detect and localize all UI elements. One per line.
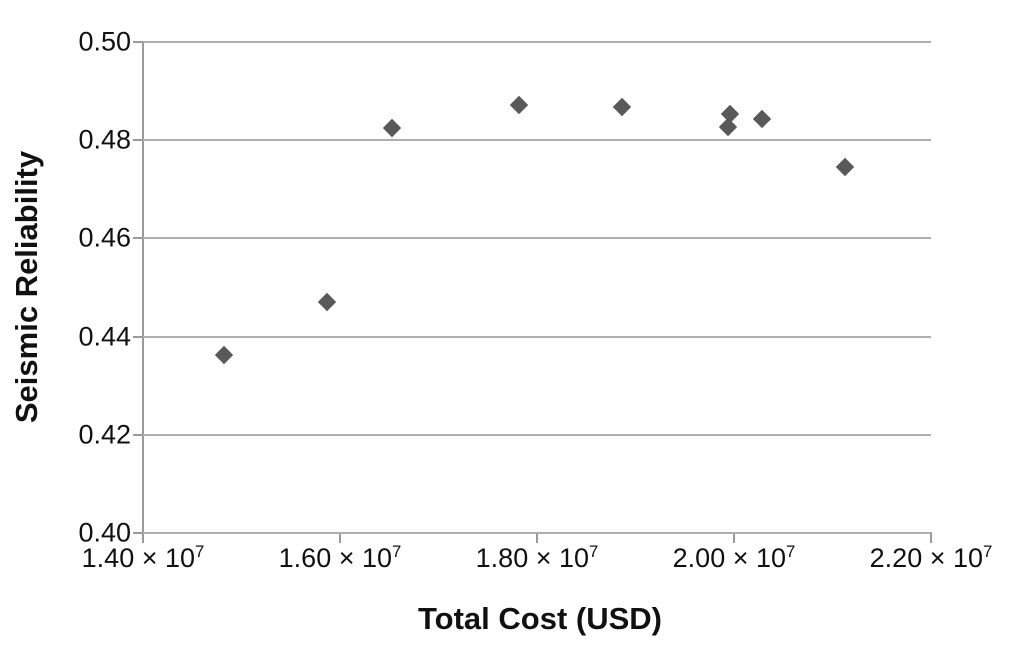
gridline (143, 532, 931, 534)
gridline (143, 237, 931, 240)
x-axis-tick-mark (339, 534, 341, 543)
y-axis-line (142, 41, 144, 534)
y-axis-tick-label: 0.44 (78, 321, 131, 352)
gridline (143, 41, 931, 43)
x-axis-tick-label: 1.40 × 107 (81, 542, 205, 573)
plot-area: 0.50 0.48 0.46 0.44 0.42 0.40 1.40 × 107 1.60 ×… (78, 28, 992, 572)
x-axis-tick-mark (733, 534, 735, 543)
y-axis-tick-mark (133, 237, 142, 240)
x-axis-tick-label: 1.80 × 107 (475, 542, 599, 573)
data-point-diamond (214, 345, 233, 364)
y-axis-tick-label: 0.50 (78, 26, 131, 57)
data-point-diamond (317, 292, 337, 311)
x-axis-tick-label: 2.20 × 107 (869, 542, 993, 573)
data-point-diamond (836, 158, 855, 177)
y-axis-tick-label: 0.46 (78, 222, 131, 253)
data-point-diamond (752, 109, 771, 129)
x-axis-tick-mark (536, 534, 538, 543)
y-axis-tick-mark (133, 139, 142, 142)
gridline (143, 335, 931, 338)
y-axis-tick-label: 0.42 (78, 419, 131, 450)
y-axis-tick-mark (133, 41, 142, 43)
x-axis-title: Total Cost (USD) (418, 601, 662, 636)
data-point-diamond (510, 96, 529, 115)
y-axis-tick-mark (133, 335, 142, 338)
y-axis-tick-mark (133, 532, 142, 534)
y-axis-tick-mark (133, 433, 142, 436)
x-axis-tick-label: 2.00 × 107 (672, 542, 796, 573)
x-axis-tick-mark (142, 534, 144, 543)
gridline (143, 433, 931, 436)
x-axis-tick-label: 1.60 × 107 (278, 542, 402, 573)
x-axis-tick-mark (930, 534, 932, 543)
gridline (143, 139, 931, 142)
y-axis-tick-label: 0.40 (78, 517, 131, 548)
data-point-diamond (383, 119, 402, 138)
y-axis-title: Seismic Reliability (9, 150, 44, 424)
data-point-diamond (612, 97, 631, 116)
y-axis-tick-label: 0.48 (78, 124, 131, 155)
